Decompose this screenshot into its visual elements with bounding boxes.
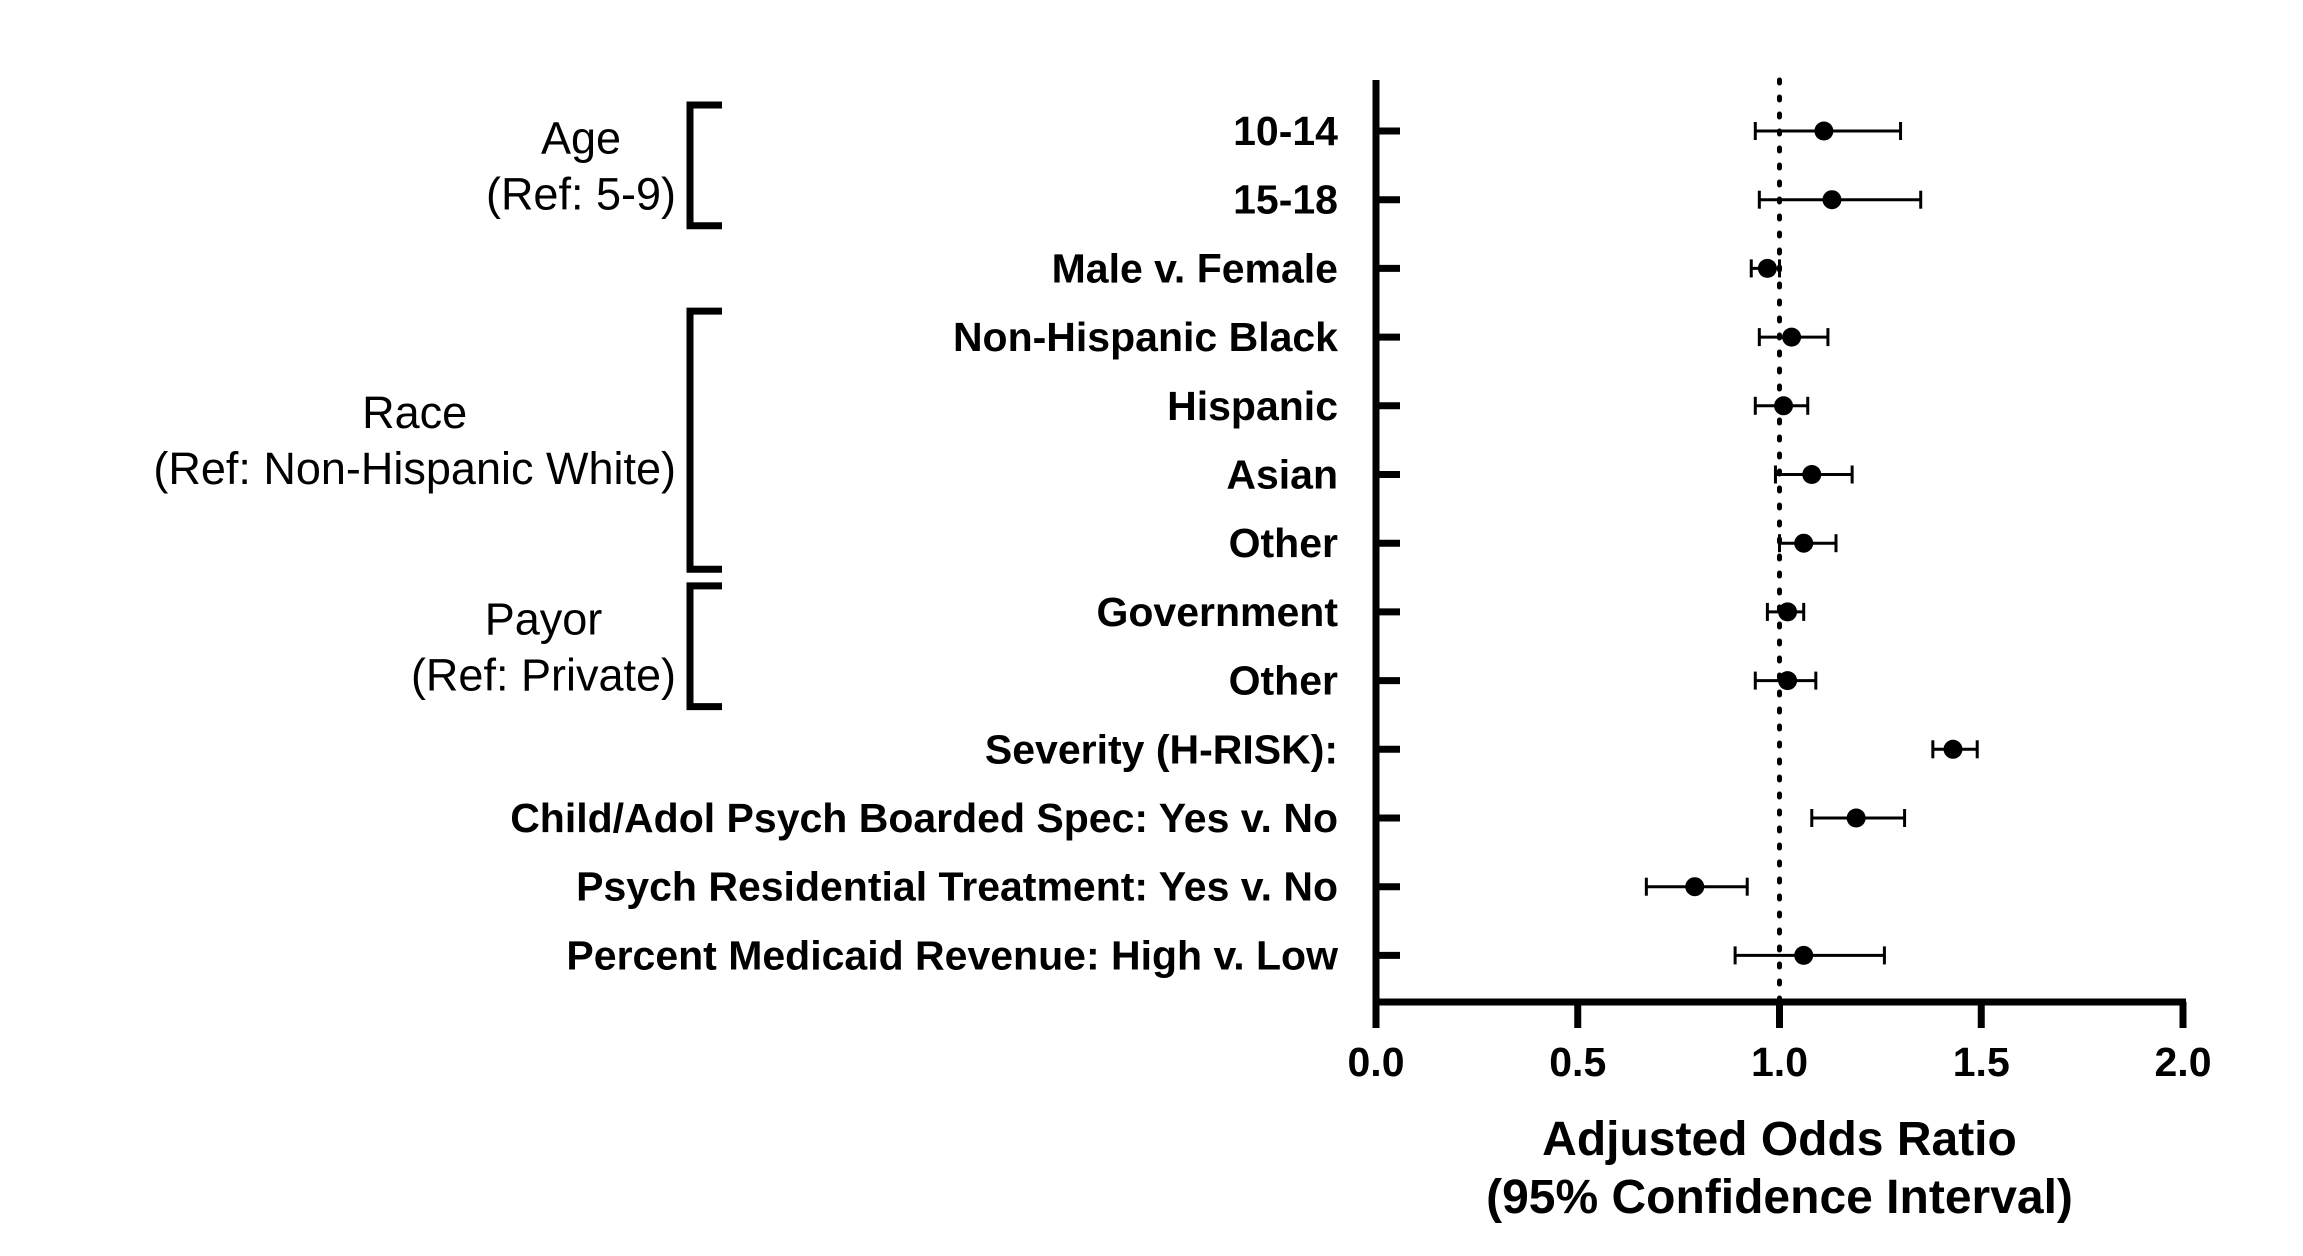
row-label: Other	[1229, 658, 1338, 704]
x-tick-label: 2.0	[2155, 1039, 2212, 1085]
row-label: Percent Medicaid Revenue: High v. Low	[566, 932, 1338, 978]
odds-ratio-point	[1782, 327, 1802, 347]
row-label: 15-18	[1233, 177, 1338, 223]
group-label-line: (Ref: 5-9)	[486, 168, 676, 219]
row-label: Child/Adol Psych Boarded Spec: Yes v. No	[510, 795, 1338, 841]
odds-ratio-point	[1802, 465, 1822, 484]
odds-ratio-point	[1794, 533, 1814, 553]
odds-ratio-point	[1943, 739, 1963, 759]
odds-ratio-point	[1814, 121, 1834, 141]
row-label: Hispanic	[1167, 383, 1338, 429]
row-label: Government	[1097, 589, 1339, 635]
row-label: Asian	[1226, 452, 1338, 498]
group-bracket	[686, 101, 722, 230]
group-label-line: Age	[541, 112, 621, 163]
group-label-line: (Ref: Non-Hispanic White)	[153, 443, 676, 494]
row-label: Severity (H-RISK):	[985, 726, 1338, 772]
group-label-line: (Ref: Private)	[411, 649, 676, 700]
group-label-line: Race	[362, 387, 467, 438]
group-bracket	[686, 307, 722, 573]
row-label: Non-Hispanic Black	[953, 314, 1338, 360]
row-label: Male v. Female	[1052, 245, 1338, 291]
group-label-line: Payor	[485, 593, 603, 644]
odds-ratio-point	[1778, 602, 1798, 622]
odds-ratio-point	[1846, 808, 1866, 828]
x-axis-title-line: Adjusted Odds Ratio	[1542, 1113, 2017, 1166]
x-tick-label: 0.0	[1348, 1039, 1405, 1085]
x-tick-label: 1.0	[1751, 1039, 1808, 1085]
row-label: 10-14	[1233, 108, 1338, 154]
x-tick-label: 1.5	[1953, 1039, 2010, 1085]
x-tick-label: 0.5	[1549, 1039, 1606, 1085]
odds-ratio-point	[1822, 190, 1842, 210]
odds-ratio-point	[1757, 258, 1777, 278]
x-axis-title-line: (95% Confidence Interval)	[1486, 1171, 2073, 1224]
odds-ratio-point	[1774, 396, 1794, 416]
odds-ratio-point	[1778, 671, 1798, 691]
row-label: Other	[1229, 520, 1338, 566]
odds-ratio-point	[1794, 945, 1814, 965]
odds-ratio-point	[1685, 877, 1705, 897]
row-label: Psych Residential Treatment: Yes v. No	[576, 864, 1338, 910]
group-bracket	[686, 582, 722, 711]
